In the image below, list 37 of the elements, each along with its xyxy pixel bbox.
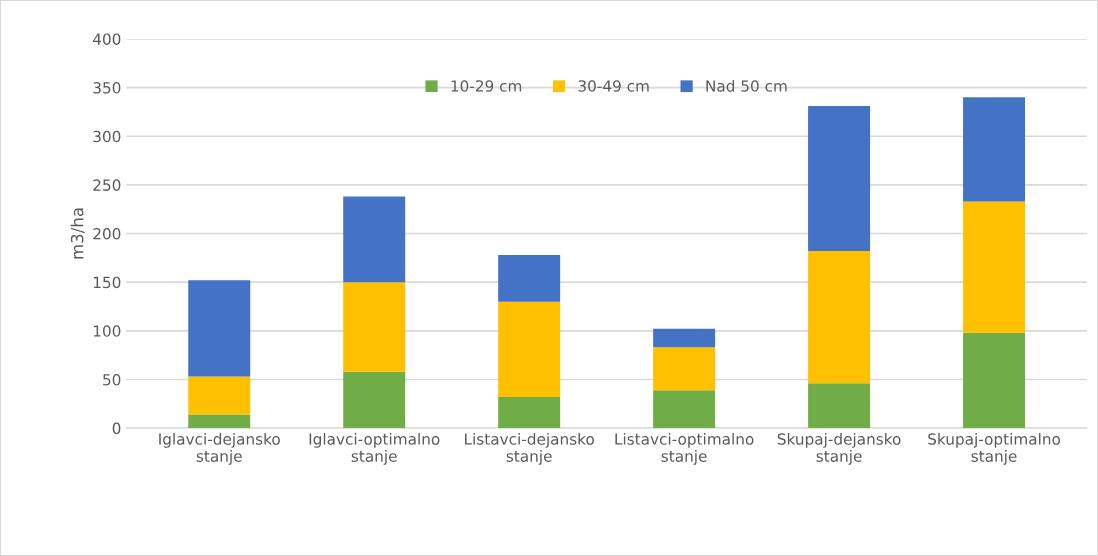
bar [343, 371, 406, 429]
legend-label: Nad 50 cm [706, 79, 787, 92]
x-tick-label: Skupaj-dejansko stanje [777, 432, 901, 465]
bar [343, 282, 406, 372]
y-tick-label: 350 [93, 82, 121, 94]
y-tick-label: 200 [93, 227, 121, 240]
legend-label: 10-29 cm [451, 80, 522, 92]
y-tick-label: 50 [103, 373, 121, 386]
y-tick-label: 300 [93, 130, 121, 143]
x-tick-label: Skupaj-optimalno stanje [928, 432, 1061, 465]
bar [653, 347, 716, 391]
y-tick-label: 100 [93, 325, 121, 337]
bar [188, 280, 251, 377]
bar [808, 106, 871, 252]
bar [653, 328, 716, 348]
bar [188, 414, 251, 429]
x-tick-label: Listavci-dejansko stanje [465, 432, 594, 465]
bar [188, 376, 251, 415]
y-tick-label: 400 [92, 33, 121, 45]
x-tick-label: Iglavci-dejansko stanje [159, 432, 280, 465]
bar [653, 390, 716, 429]
legend-label: 30-49 cm [578, 80, 649, 92]
bar [343, 196, 406, 283]
bar [498, 254, 561, 302]
x-tick-label: Listavci-optimalno stanje [615, 432, 754, 465]
y-tick-label: 150 [93, 276, 121, 289]
bar [963, 201, 1026, 333]
bar [808, 251, 871, 384]
bar [963, 97, 1026, 202]
bar [498, 396, 561, 429]
y-tick-label: 0 [112, 422, 121, 435]
y-tick-label: 250 [93, 179, 121, 191]
bar [498, 301, 561, 397]
x-tick-label: Iglavci-optimalno stanje [309, 432, 440, 465]
bar [963, 332, 1026, 429]
y-axis-title: m3/ha [70, 208, 85, 259]
bar [808, 383, 871, 429]
